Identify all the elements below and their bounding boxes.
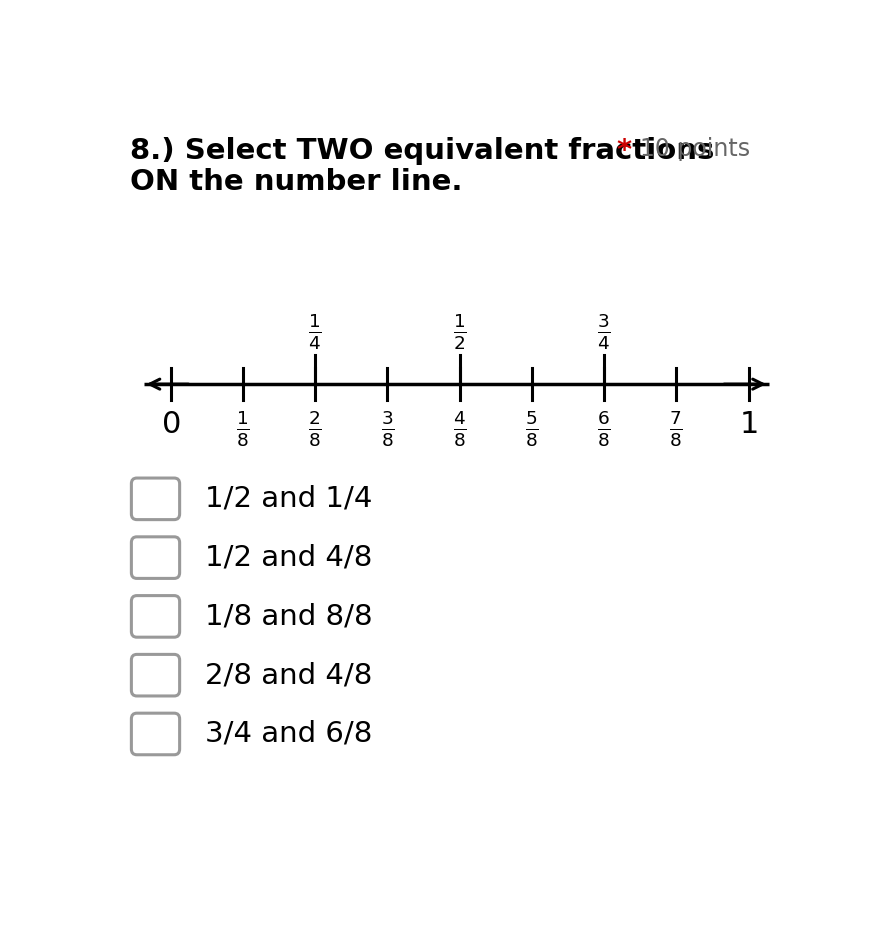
FancyBboxPatch shape (132, 596, 180, 637)
Text: 1/2 and 1/4: 1/2 and 1/4 (205, 485, 372, 513)
Text: *: * (616, 137, 631, 165)
FancyBboxPatch shape (132, 478, 180, 519)
Text: $1$: $1$ (739, 409, 758, 439)
Text: $\frac{4}{8}$: $\frac{4}{8}$ (453, 409, 467, 449)
Text: $\frac{1}{8}$: $\frac{1}{8}$ (236, 409, 250, 449)
Text: 8.) Select TWO equivalent fractions: 8.) Select TWO equivalent fractions (130, 137, 715, 165)
Text: $\frac{5}{8}$: $\frac{5}{8}$ (525, 409, 538, 449)
Text: $\frac{1}{2}$: $\frac{1}{2}$ (453, 312, 467, 352)
Text: $\frac{6}{8}$: $\frac{6}{8}$ (597, 409, 611, 449)
FancyBboxPatch shape (132, 713, 180, 755)
Text: ON the number line.: ON the number line. (130, 168, 462, 196)
Text: 3/4 and 6/8: 3/4 and 6/8 (205, 720, 372, 748)
Text: $\frac{1}{4}$: $\frac{1}{4}$ (309, 312, 322, 352)
Text: $0$: $0$ (161, 409, 181, 439)
FancyBboxPatch shape (132, 654, 180, 696)
Text: 1/8 and 8/8: 1/8 and 8/8 (205, 602, 373, 630)
FancyBboxPatch shape (132, 537, 180, 578)
Text: $\frac{3}{8}$: $\frac{3}{8}$ (381, 409, 395, 449)
Text: 2/8 and 4/8: 2/8 and 4/8 (205, 661, 372, 689)
Text: 10 points: 10 points (640, 137, 750, 161)
Text: $\frac{2}{8}$: $\frac{2}{8}$ (309, 409, 322, 449)
Text: $\frac{3}{4}$: $\frac{3}{4}$ (597, 312, 611, 352)
Text: 1/2 and 4/8: 1/2 and 4/8 (205, 544, 372, 572)
Text: $\frac{7}{8}$: $\frac{7}{8}$ (669, 409, 683, 449)
